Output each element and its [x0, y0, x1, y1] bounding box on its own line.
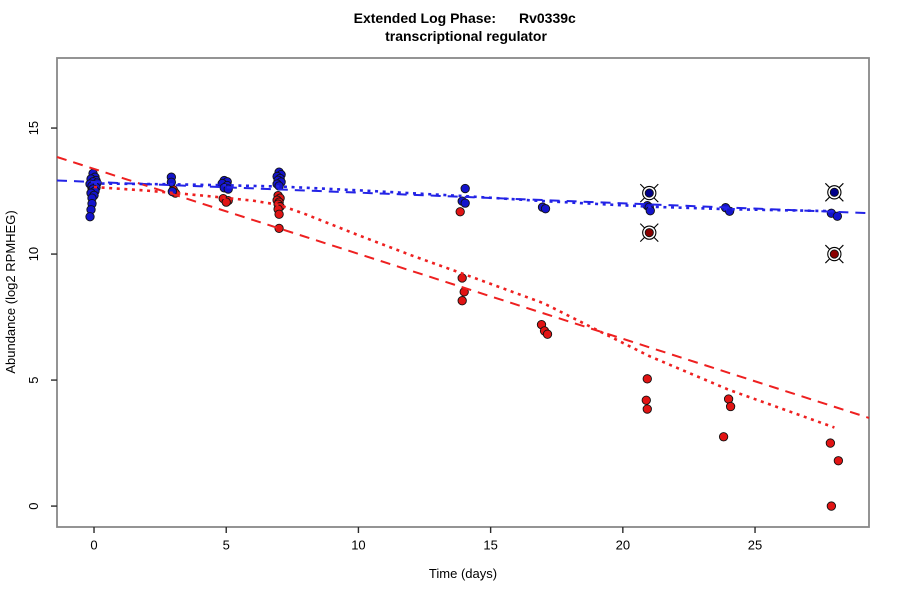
data-point-red	[642, 404, 652, 414]
data-point-red	[542, 329, 553, 339]
data-point-red	[457, 296, 467, 306]
flagged-point-red_dark	[824, 244, 844, 264]
y-tick-label: 5	[26, 376, 41, 383]
trend-lines-layer	[56, 156, 870, 429]
data-point-red	[718, 432, 729, 442]
y-axis-label: Abundance (log2 RPMHEG)	[3, 210, 18, 373]
data-point-red	[825, 438, 836, 448]
plot-title-phase: Extended Log Phase:	[354, 10, 496, 26]
red-lowess-fit	[93, 185, 835, 429]
data-point-red	[833, 456, 844, 466]
data-point-red	[274, 209, 284, 219]
data-point-red	[457, 273, 467, 283]
plot-title-gene: Rv0339c	[519, 10, 576, 26]
flagged-point-blue_dark	[639, 183, 659, 203]
data-point-red	[455, 207, 465, 217]
data-point-blue	[460, 198, 470, 208]
x-axis-label: Time (days)	[429, 566, 497, 581]
data-point-red_dark	[644, 228, 654, 238]
x-tick-label: 0	[90, 538, 97, 553]
data-point-red	[641, 395, 651, 405]
blue-lowess-fit	[93, 182, 835, 213]
y-tick-label: 0	[26, 502, 41, 509]
data-point-red	[725, 401, 736, 412]
data-point-blue_dark	[644, 188, 654, 198]
x-tick-label: 10	[351, 538, 365, 553]
data-point-blue	[724, 206, 735, 216]
x-tick-label: 5	[223, 538, 230, 553]
data-point-red_dark	[829, 249, 839, 259]
red-linear-fit	[56, 156, 870, 419]
x-tick-label: 25	[748, 538, 762, 553]
data-point-red	[221, 197, 231, 207]
data-point-blue	[460, 183, 470, 194]
x-tick-label: 20	[616, 538, 630, 553]
data-point-red	[826, 501, 837, 511]
plot-subtitle: transcriptional regulator	[385, 28, 547, 44]
data-point-blue	[540, 204, 551, 214]
y-tick-label: 10	[26, 247, 41, 261]
flagged-point-blue_dark	[824, 182, 844, 202]
flagged-point-red_dark	[639, 223, 659, 243]
data-point-red	[723, 394, 734, 404]
x-tick-label: 15	[483, 538, 497, 553]
data-points-layer	[85, 167, 844, 511]
data-point-blue	[166, 177, 176, 187]
data-point-blue	[85, 212, 95, 222]
data-point-blue_dark	[829, 187, 839, 197]
y-tick-label: 15	[26, 121, 41, 135]
axis-ticks: 0 5 10 15 20 25 0 5 10 15	[26, 121, 762, 553]
plot-box	[56, 57, 870, 528]
data-point-blue	[832, 211, 843, 221]
data-point-red	[274, 223, 284, 234]
data-point-red	[642, 374, 652, 384]
